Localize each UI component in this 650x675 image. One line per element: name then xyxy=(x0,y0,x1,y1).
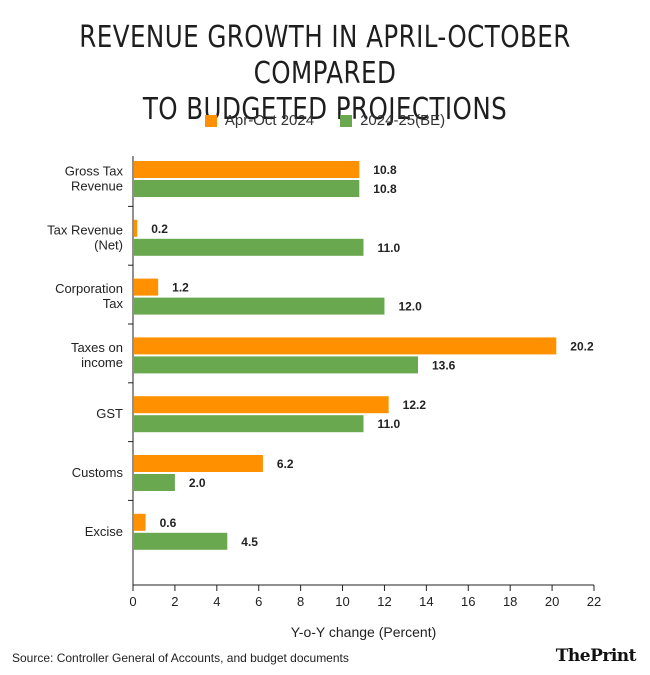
category-label: Taxes on xyxy=(71,340,123,355)
bar-2024-25-be xyxy=(134,180,360,197)
legend: Apr-Oct 2024 2024-25(BE) xyxy=(0,112,650,129)
x-tick-label: 0 xyxy=(129,594,136,609)
x-tick-label: 18 xyxy=(503,594,517,609)
bar-2024-25-be xyxy=(134,297,385,315)
x-tick-label: 6 xyxy=(255,594,262,609)
x-tick-label: 4 xyxy=(213,594,220,609)
x-tick-label: 22 xyxy=(587,594,601,609)
x-tick-label: 20 xyxy=(545,594,559,609)
category-label: Customs xyxy=(72,465,124,480)
legend-label-apr-oct-2024: Apr-Oct 2024 xyxy=(224,112,315,129)
category-label: Revenue xyxy=(71,179,123,194)
bar-apr-oct-2024 xyxy=(134,278,159,296)
bar-apr-oct-2024 xyxy=(134,337,557,355)
category-label: Excise xyxy=(85,524,123,539)
value-label: 10.8 xyxy=(373,163,397,177)
bar-apr-oct-2024 xyxy=(134,161,360,178)
value-label: 0.2 xyxy=(151,222,168,236)
value-label: 11.0 xyxy=(378,241,401,255)
x-tick-label: 14 xyxy=(419,594,433,609)
chart-title-line-2: TO BUDGETED PROJECTIONS xyxy=(142,92,508,127)
legend-swatch-2024-25-be xyxy=(340,114,353,127)
category-label: Gross Tax xyxy=(65,164,124,179)
value-label: 11.0 xyxy=(378,417,401,431)
bar-apr-oct-2024 xyxy=(134,455,263,472)
bar-2024-25-be xyxy=(134,356,418,374)
category-label: GST xyxy=(96,406,123,421)
category-label: Tax Revenue xyxy=(47,222,123,237)
value-label: 2.0 xyxy=(189,476,206,490)
bar-2024-25-be xyxy=(134,415,364,433)
bar-apr-oct-2024 xyxy=(134,396,389,414)
value-label: 13.6 xyxy=(432,358,456,372)
category-label: (Net) xyxy=(94,237,123,252)
source-note: Source: Controller General of Accounts, … xyxy=(12,651,349,665)
bar-2024-25-be xyxy=(134,238,364,256)
chart-title-line-1: REVENUE GROWTH IN APRIL-OCTOBER COMPARED xyxy=(79,20,571,91)
x-axis-title: Y-o-Y change (Percent) xyxy=(291,624,437,640)
bar-2024-25-be xyxy=(134,474,175,491)
legend-label-2024-25-be: 2024-25(BE) xyxy=(360,112,446,129)
legend-swatch-apr-oct-2024 xyxy=(204,114,217,127)
value-label: 12.2 xyxy=(403,398,427,412)
category-label: Corporation xyxy=(55,281,123,296)
x-tick-label: 2 xyxy=(171,594,178,609)
x-tick-label: 12 xyxy=(377,594,391,609)
value-label: 20.2 xyxy=(570,339,594,353)
bar-2024-25-be xyxy=(134,532,228,550)
bar-apr-oct-2024 xyxy=(134,219,138,237)
value-label: 1.2 xyxy=(172,281,189,295)
value-label: 4.5 xyxy=(241,535,258,549)
value-label: 10.8 xyxy=(373,182,397,196)
chart-title: REVENUE GROWTH IN APRIL-OCTOBER COMPARED… xyxy=(59,20,592,128)
category-label: Tax xyxy=(103,296,124,311)
bar-apr-oct-2024 xyxy=(134,513,146,531)
category-label: income xyxy=(81,355,123,370)
x-tick-label: 10 xyxy=(335,594,349,609)
value-label: 6.2 xyxy=(277,457,294,471)
legend-item-apr-oct-2024: Apr-Oct 2024 xyxy=(204,112,315,129)
legend-item-2024-25-be: 2024-25(BE) xyxy=(340,112,445,129)
brand-logo: ThePrint xyxy=(555,646,637,666)
x-tick-label: 16 xyxy=(461,594,475,609)
value-label: 0.6 xyxy=(160,516,177,530)
x-tick-label: 8 xyxy=(297,594,304,609)
value-label: 12.0 xyxy=(398,300,422,314)
